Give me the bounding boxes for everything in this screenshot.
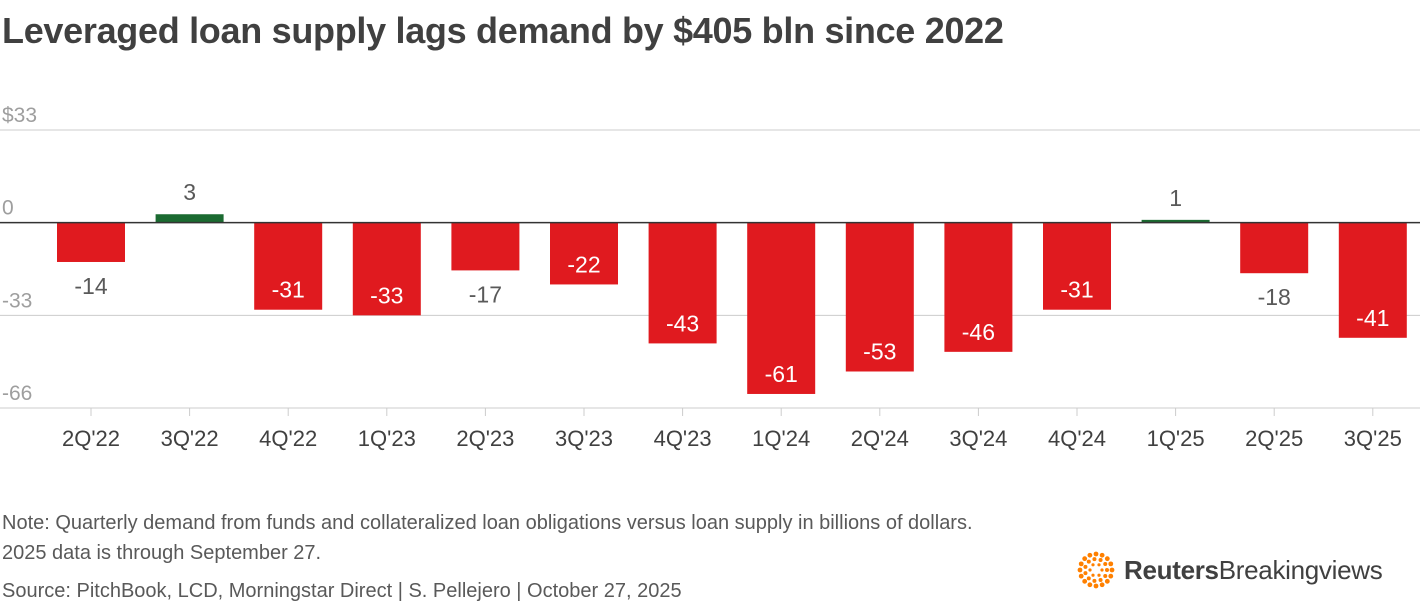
logo-dot xyxy=(1104,556,1110,562)
logo-dot xyxy=(1097,563,1101,567)
logo-dot xyxy=(1082,578,1088,584)
y-tick-label: 0 xyxy=(2,197,14,220)
data-label: -14 xyxy=(74,273,107,299)
logo-dot xyxy=(1098,557,1103,562)
data-label: -41 xyxy=(1356,305,1389,331)
reuters-dot-ring-icon xyxy=(1077,551,1115,589)
reuters-breakingviews-logo: ReutersBreakingviews xyxy=(1076,550,1383,590)
chart-source: Source: PitchBook, LCD, Morningstar Dire… xyxy=(2,580,682,602)
logo-dot xyxy=(1087,552,1093,558)
bar xyxy=(451,222,520,271)
data-label: -22 xyxy=(567,251,600,277)
logo-dot xyxy=(1103,562,1108,567)
x-tick-label: 4Q'22 xyxy=(259,426,317,451)
x-tick-label: 2Q'23 xyxy=(456,426,514,451)
data-label: 3 xyxy=(183,179,196,205)
x-tick-label: 4Q'24 xyxy=(1048,426,1106,451)
logo-dot xyxy=(1093,583,1099,589)
chart-note: Note: Quarterly demand from funds and co… xyxy=(2,512,973,564)
logo-dot xyxy=(1092,578,1097,583)
logo-dot xyxy=(1086,559,1091,564)
bar xyxy=(648,222,717,344)
logo-dot xyxy=(1099,552,1105,558)
logo-dot xyxy=(1092,557,1097,562)
x-tick-label: 2Q'25 xyxy=(1245,426,1303,451)
logo-dot xyxy=(1098,578,1103,583)
logo-dot xyxy=(1078,561,1084,567)
logo-dot xyxy=(1099,582,1105,588)
x-tick-label: 1Q'24 xyxy=(752,426,810,451)
bar xyxy=(352,222,421,316)
x-tick-label: 1Q'25 xyxy=(1147,426,1205,451)
bar xyxy=(254,222,323,310)
data-label: -61 xyxy=(765,361,798,387)
bar xyxy=(1338,222,1407,338)
data-label: -31 xyxy=(272,277,305,303)
logo-dot xyxy=(1097,573,1101,577)
logo-dot xyxy=(1091,573,1095,577)
bar xyxy=(550,222,618,285)
logo-dot xyxy=(1093,551,1099,557)
logo-dot xyxy=(1087,582,1093,588)
data-label: -46 xyxy=(962,319,995,345)
bar xyxy=(1240,222,1309,274)
data-label: -53 xyxy=(863,338,896,364)
logo-dot xyxy=(1109,567,1115,573)
y-tick-label: $33 xyxy=(2,104,37,127)
data-label: -33 xyxy=(370,282,403,308)
logo-dot xyxy=(1104,578,1110,584)
x-tick-label: 2Q'22 xyxy=(62,426,120,451)
x-tick-label: 4Q'23 xyxy=(654,426,712,451)
bar-chart: $33 0 -33 -66 2Q'22 -14 3Q'22 3 4Q'22 -31 1Q'23 -33… xyxy=(0,104,1420,451)
x-tick-label: 3Q'23 xyxy=(555,426,613,451)
chart-title: Leveraged loan supply lags demand by $40… xyxy=(2,10,1004,51)
bar xyxy=(155,214,224,223)
logo-dot xyxy=(1100,568,1104,572)
data-label: -31 xyxy=(1060,277,1093,303)
logo-dot xyxy=(1105,568,1109,572)
x-tick-label: 2Q'24 xyxy=(851,426,909,451)
data-label: -43 xyxy=(666,310,699,336)
logo-dot xyxy=(1083,564,1088,569)
logo-brand: Reuters xyxy=(1124,554,1219,585)
logo-dot xyxy=(1108,561,1114,567)
bar xyxy=(944,222,1013,352)
bar xyxy=(845,222,914,372)
x-tick-label: 1Q'23 xyxy=(358,426,416,451)
logo-dot xyxy=(1091,563,1095,567)
logo-wordmark: ReutersBreakingviews xyxy=(1124,554,1383,586)
x-tick-label: 3Q'22 xyxy=(161,426,219,451)
logo-dot xyxy=(1088,568,1092,572)
bar xyxy=(1141,219,1210,223)
logo-dot xyxy=(1103,573,1108,578)
logo-dot xyxy=(1086,576,1091,581)
bar xyxy=(57,222,125,262)
y-tick-label: -66 xyxy=(2,382,32,405)
logo-dot xyxy=(1083,571,1088,576)
data-label: -17 xyxy=(469,281,502,307)
logo-dot xyxy=(1108,573,1114,579)
logo-product: Breakingviews xyxy=(1218,554,1383,585)
logo-dot xyxy=(1082,556,1088,562)
logo-dot xyxy=(1078,573,1084,579)
data-label: 1 xyxy=(1169,185,1182,211)
y-tick-label: -33 xyxy=(2,289,32,312)
bar xyxy=(747,222,816,394)
bar xyxy=(1043,222,1111,310)
x-tick-label: 3Q'25 xyxy=(1344,426,1402,451)
x-tick-label: 3Q'24 xyxy=(949,426,1007,451)
logo-dot xyxy=(1077,567,1083,573)
data-label: -18 xyxy=(1258,284,1291,310)
